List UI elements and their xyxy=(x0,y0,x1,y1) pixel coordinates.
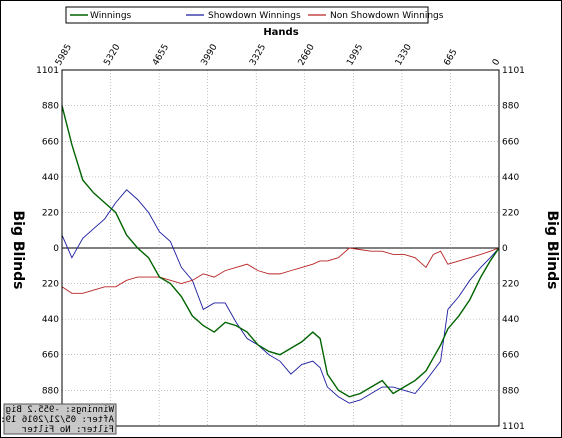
chart-legend: Winnings Showdown Winnings Non Showdown … xyxy=(65,6,444,24)
series-nonshowdown-line xyxy=(61,247,500,294)
y-tick-label-right: 1101 xyxy=(502,66,525,76)
y-tick-label-left: 440 xyxy=(42,315,59,325)
y-tick-label-left: 880 xyxy=(42,102,59,112)
x-axis-title: Hands xyxy=(263,27,298,38)
y-tick-label-left: 660 xyxy=(42,137,59,147)
legend-label-winnings: Winnings xyxy=(90,11,132,21)
y-tick-label-left: 1101 xyxy=(36,66,59,76)
y-tick-label-right: 440 xyxy=(502,173,519,183)
y-tick-label-right: 1101 xyxy=(502,422,525,432)
y-tick-label-right: 440 xyxy=(502,315,519,325)
y-tick-label-left: 440 xyxy=(42,173,59,183)
filter-line-3: Winnings: -955.2 Big Blinds xyxy=(0,405,114,415)
y-tick-label-right: 220 xyxy=(502,280,519,290)
y-axis-title-left: Big Blinds xyxy=(10,211,26,290)
y-tick-label-left: 220 xyxy=(42,280,59,290)
y-tick-label-left: 880 xyxy=(42,386,59,396)
series-winnings-line xyxy=(61,105,500,398)
y-tick-label-right: 660 xyxy=(502,351,519,361)
x-tick-label: 0 xyxy=(491,57,503,67)
y-tick-label-right: 880 xyxy=(502,386,519,396)
y-tick-label-left: 660 xyxy=(42,351,59,361)
series-showdown-line xyxy=(61,189,500,404)
legend-label-showdown: Showdown Winnings xyxy=(208,11,301,21)
filter-line-2: After: 05/21/2016 19:14:36 xyxy=(0,415,114,425)
y-tick-label-left: 0 xyxy=(53,244,59,254)
y-axis-title-right: Big Blinds xyxy=(544,211,560,290)
filter-line-1: Filter: No Filter xyxy=(21,425,114,435)
y-tick-label-right: 0 xyxy=(502,244,508,254)
y-axis-ticks-right: 1101 880 660 440 220 0 220 440 660 880 1101 xyxy=(502,66,525,432)
legend-label-nonshowdown: Non Showdown Winnings xyxy=(330,11,444,21)
filter-info-box: Filter: No Filter After: 05/21/2016 19:1… xyxy=(0,403,117,435)
y-tick-label-right: 660 xyxy=(502,137,519,147)
plot-border xyxy=(61,69,500,427)
filter-box-bg xyxy=(3,403,117,435)
legend-box xyxy=(65,6,429,24)
y-tick-label-left: 220 xyxy=(42,208,59,218)
series-layer xyxy=(61,105,500,404)
y-tick-label-right: 880 xyxy=(502,102,519,112)
y-tick-label-right: 220 xyxy=(502,208,519,218)
